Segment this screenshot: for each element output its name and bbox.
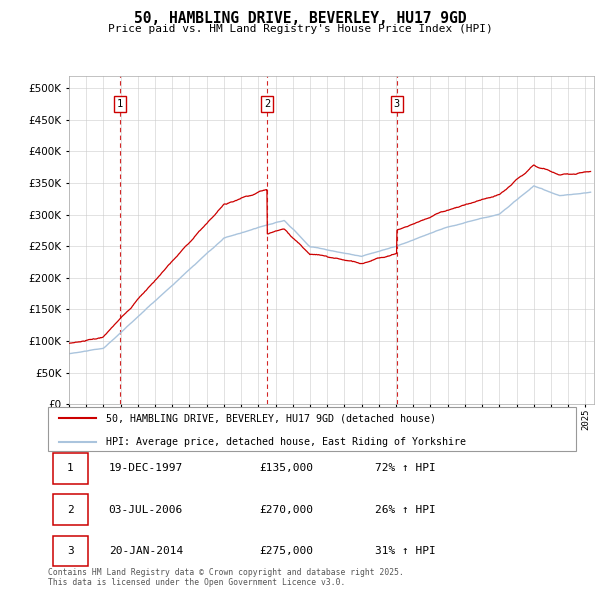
Text: 1: 1: [117, 99, 123, 109]
Text: Price paid vs. HM Land Registry's House Price Index (HPI): Price paid vs. HM Land Registry's House …: [107, 24, 493, 34]
Text: 31% ↑ HPI: 31% ↑ HPI: [376, 546, 436, 556]
FancyBboxPatch shape: [53, 453, 88, 484]
Text: 03-JUL-2006: 03-JUL-2006: [109, 505, 183, 514]
Text: 72% ↑ HPI: 72% ↑ HPI: [376, 464, 436, 473]
Text: 2: 2: [67, 505, 74, 514]
FancyBboxPatch shape: [53, 494, 88, 525]
Text: £270,000: £270,000: [259, 505, 313, 514]
FancyBboxPatch shape: [53, 536, 88, 566]
Text: 3: 3: [394, 99, 400, 109]
Text: 1: 1: [67, 464, 74, 473]
Text: Contains HM Land Registry data © Crown copyright and database right 2025.
This d: Contains HM Land Registry data © Crown c…: [48, 568, 404, 587]
Text: 50, HAMBLING DRIVE, BEVERLEY, HU17 9GD (detached house): 50, HAMBLING DRIVE, BEVERLEY, HU17 9GD (…: [106, 413, 436, 423]
Text: HPI: Average price, detached house, East Riding of Yorkshire: HPI: Average price, detached house, East…: [106, 437, 466, 447]
Text: 26% ↑ HPI: 26% ↑ HPI: [376, 505, 436, 514]
FancyBboxPatch shape: [48, 407, 576, 451]
Text: 2: 2: [264, 99, 270, 109]
Text: 19-DEC-1997: 19-DEC-1997: [109, 464, 183, 473]
Text: 20-JAN-2014: 20-JAN-2014: [109, 546, 183, 556]
Text: 3: 3: [67, 546, 74, 556]
Text: 50, HAMBLING DRIVE, BEVERLEY, HU17 9GD: 50, HAMBLING DRIVE, BEVERLEY, HU17 9GD: [134, 11, 466, 25]
Text: £135,000: £135,000: [259, 464, 313, 473]
Text: £275,000: £275,000: [259, 546, 313, 556]
